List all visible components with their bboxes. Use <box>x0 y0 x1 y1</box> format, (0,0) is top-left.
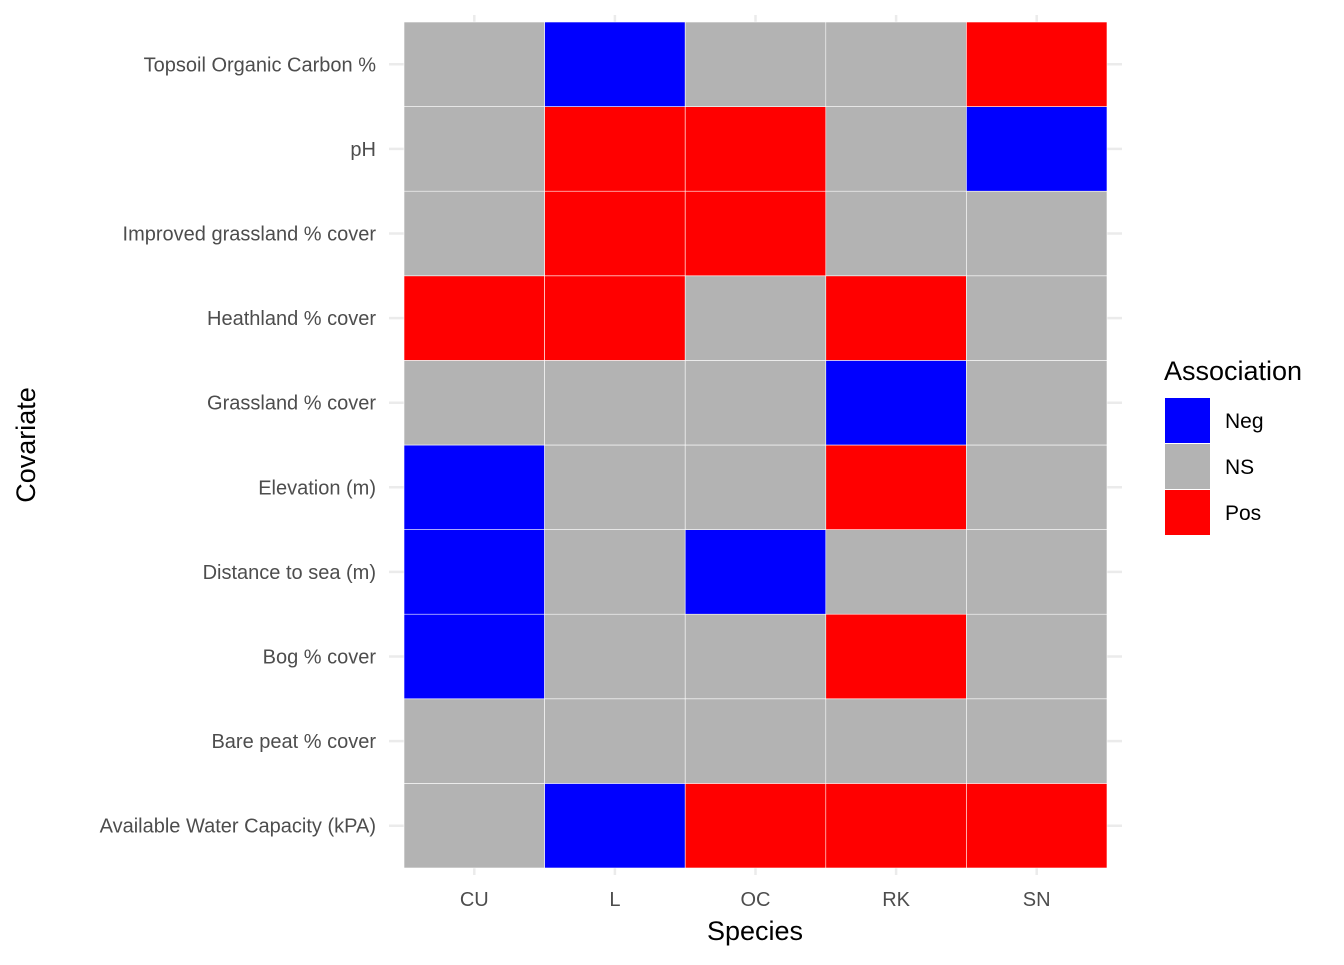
heatmap-cell <box>966 529 1108 615</box>
heatmap-cell <box>544 21 686 107</box>
y-tick-label: Bog % cover <box>263 647 377 669</box>
heatmap-cell <box>825 698 967 784</box>
heatmap-cell <box>403 444 545 530</box>
heatmap-cell <box>403 106 545 192</box>
heatmap-cell <box>966 190 1108 277</box>
heatmap-cell <box>684 698 827 784</box>
legend-key <box>1165 490 1210 535</box>
heatmap-cell <box>684 21 827 107</box>
heatmap-cell <box>825 190 967 277</box>
heatmap-cell <box>684 360 827 446</box>
heatmap-cell <box>403 190 545 277</box>
heatmap-cell <box>544 190 686 277</box>
legend-label: Pos <box>1225 502 1261 525</box>
legend-entries: Neg NS Pos <box>1165 398 1264 535</box>
y-tick-label: Available Water Capacity (kPA) <box>100 816 376 838</box>
heatmap-cell <box>403 783 545 869</box>
heatmap-cell <box>544 698 686 784</box>
cell-layer <box>403 21 1108 869</box>
heatmap-cell <box>825 444 967 530</box>
x-tick-label: CU <box>460 889 489 911</box>
heatmap-cell <box>966 275 1108 361</box>
heatmap-cell <box>966 21 1108 107</box>
heatmap-cell <box>403 360 545 446</box>
heatmap-cell <box>825 106 967 192</box>
heatmap-cell <box>403 275 545 361</box>
heatmap-cell <box>684 613 827 700</box>
x-axis-title: Species <box>707 916 803 946</box>
heatmap-cell <box>544 275 686 361</box>
heatmap-cell <box>825 613 967 700</box>
y-tick-label: Bare peat % cover <box>211 731 376 753</box>
heatmap-cell <box>403 613 545 700</box>
heatmap-cell <box>684 444 827 530</box>
heatmap-cell <box>684 275 827 361</box>
x-tick-label: L <box>609 889 620 911</box>
legend: Association Neg NS Pos <box>1164 356 1302 535</box>
heatmap-cell <box>825 275 967 361</box>
heatmap-cell <box>544 106 686 192</box>
y-tick-label: Improved grassland % cover <box>123 224 377 246</box>
x-tick-labels: CU L OC RK SN <box>460 889 1051 911</box>
heatmap-cell <box>403 529 545 615</box>
legend-key <box>1165 444 1210 489</box>
y-tick-labels: Available Water Capacity (kPA) Bare peat … <box>100 54 377 837</box>
heatmap-cell <box>825 360 967 446</box>
heatmap-cell <box>544 613 686 700</box>
legend-label: Neg <box>1225 410 1264 433</box>
heatmap-cell <box>684 783 827 869</box>
heatmap-cell <box>966 444 1108 530</box>
heatmap-cell <box>825 21 967 107</box>
heatmap-cell <box>403 21 545 107</box>
x-tick-label: RK <box>882 889 910 911</box>
heatmap-cell <box>825 529 967 615</box>
y-tick-label: pH <box>350 139 376 161</box>
heatmap-cell <box>544 529 686 615</box>
y-tick-label: Topsoil Organic Carbon % <box>144 54 377 76</box>
y-tick-label: Distance to sea (m) <box>203 562 376 584</box>
heatmap-cell <box>684 529 827 615</box>
heatmap-cell <box>403 698 545 784</box>
heatmap-cell <box>966 106 1108 192</box>
heatmap-cell <box>966 698 1108 784</box>
y-axis-title: Covariate <box>11 387 41 503</box>
heatmap-cell <box>684 190 827 277</box>
heatmap-cell <box>544 444 686 530</box>
y-tick-label: Heathland % cover <box>207 308 376 330</box>
y-tick-label: Elevation (m) <box>258 477 376 499</box>
heatmap-cell <box>966 613 1108 700</box>
heatmap-cell <box>544 360 686 446</box>
heatmap-cell <box>684 106 827 192</box>
heatmap-cell <box>966 360 1108 446</box>
x-tick-label: SN <box>1023 889 1051 911</box>
heatmap-cell <box>966 783 1108 869</box>
x-tick-label: OC <box>741 889 771 911</box>
y-tick-label: Grassland % cover <box>207 393 376 415</box>
legend-label: NS <box>1225 456 1254 479</box>
legend-key <box>1165 398 1210 443</box>
legend-title: Association <box>1164 356 1302 386</box>
heatmap-cell <box>825 783 967 869</box>
heatmap-cell <box>544 783 686 869</box>
